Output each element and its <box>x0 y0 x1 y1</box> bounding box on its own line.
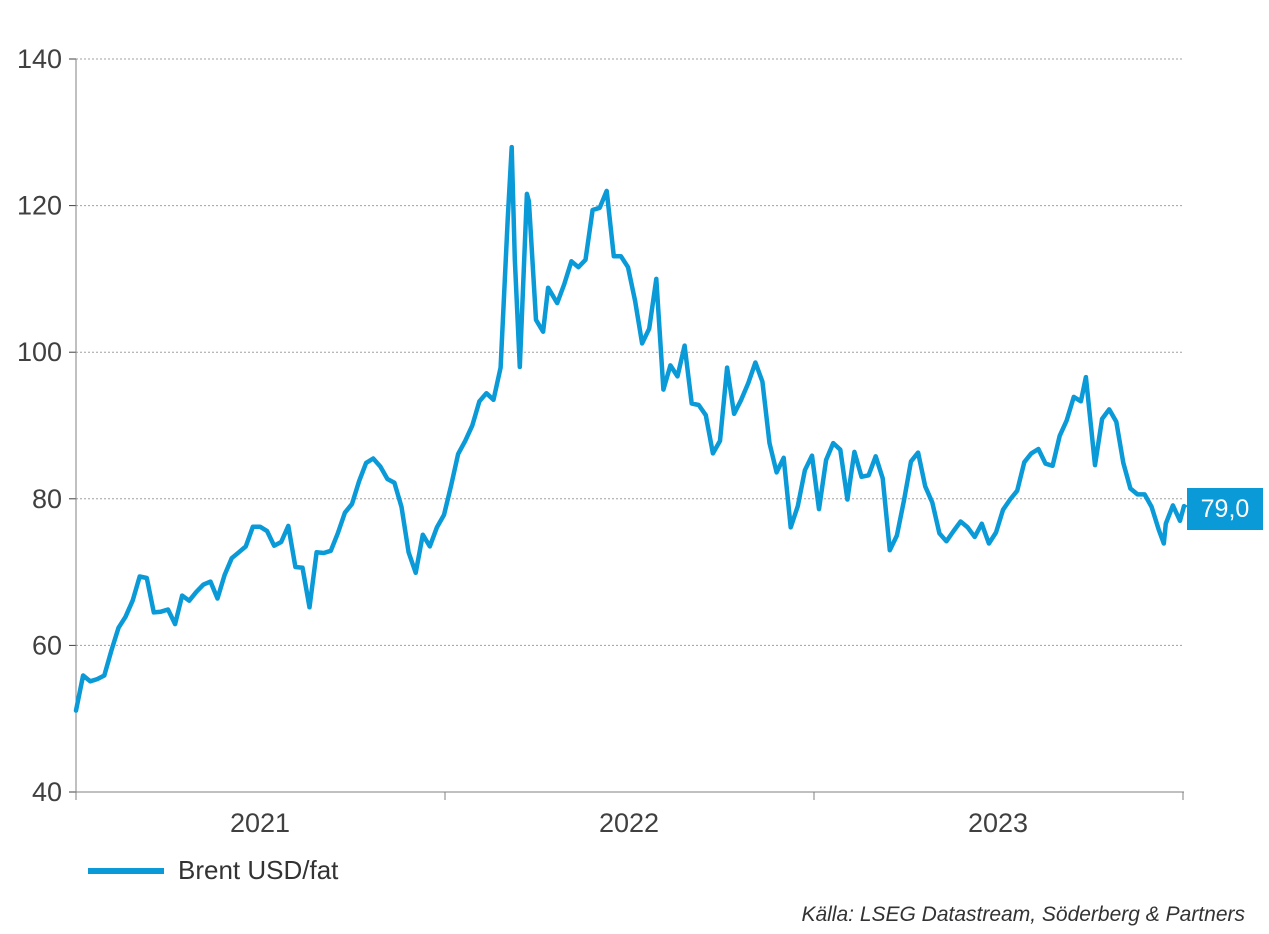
y-tick-label: 100 <box>17 337 62 367</box>
y-tick-label: 80 <box>32 484 62 514</box>
gridlines <box>76 58 1184 646</box>
last-value-label: 79,0 <box>1200 494 1250 523</box>
y-tick-label: 40 <box>32 777 62 807</box>
last-value-badge: 79,0 <box>1187 488 1263 530</box>
y-tick-label: 120 <box>17 191 62 221</box>
x-tick-labels: 2021 2022 2023 <box>230 808 1028 838</box>
y-tick-label: 60 <box>32 630 62 660</box>
y-tick-labels: 40 60 80 100 120 140 <box>17 44 62 807</box>
x-tick-label: 2022 <box>599 808 659 838</box>
y-tick-label: 140 <box>17 44 62 74</box>
axes <box>69 58 1184 800</box>
legend: Brent USD/fat <box>88 855 338 886</box>
legend-label: Brent USD/fat <box>178 855 339 885</box>
series-lines <box>73 144 1187 713</box>
series-line-brent <box>73 144 1187 713</box>
legend-swatch <box>88 867 164 874</box>
x-tick-label: 2021 <box>230 808 290 838</box>
x-tick-label: 2023 <box>968 808 1028 838</box>
source-note: Källa: LSEG Datastream, Söderberg & Part… <box>801 903 1245 926</box>
